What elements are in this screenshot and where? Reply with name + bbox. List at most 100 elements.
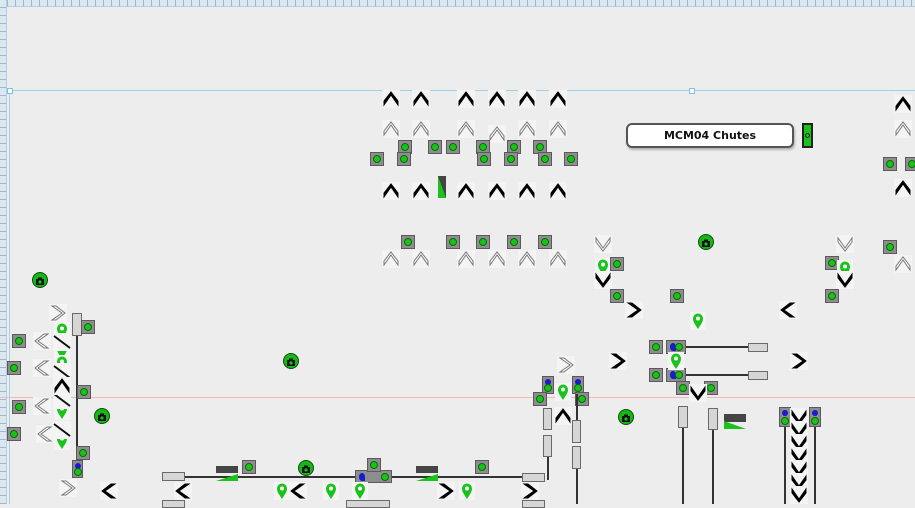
selection-handle[interactable] (689, 88, 695, 94)
chevron-up-icon[interactable] (894, 95, 912, 113)
chevron-up-icon[interactable] (518, 90, 536, 108)
status-light-icon[interactable] (476, 140, 490, 154)
conveyor-end[interactable] (572, 420, 581, 443)
chevron-left-icon[interactable] (289, 482, 307, 500)
location-pin-icon[interactable] (555, 383, 571, 401)
chevron-right-icon[interactable] (625, 301, 643, 319)
status-light-icon[interactable] (504, 152, 518, 166)
diverter-icon[interactable] (53, 363, 71, 381)
status-light-icon[interactable] (475, 460, 489, 474)
conveyor-end[interactable] (346, 500, 390, 508)
status-light-icon[interactable] (76, 446, 90, 460)
selection-handle[interactable] (7, 88, 13, 94)
status-light-icon[interactable] (564, 152, 578, 166)
conveyor-end[interactable] (162, 500, 185, 508)
mcm04-chutes-label[interactable]: MCM04 Chutes (626, 123, 794, 148)
chevron-right-icon[interactable] (49, 304, 67, 322)
chevron-right-icon[interactable] (437, 482, 455, 500)
chevron-up-icon[interactable] (382, 250, 400, 268)
camera-icon[interactable] (618, 409, 634, 425)
chevron-up-icon[interactable] (488, 250, 506, 268)
status-light-icon[interactable] (538, 152, 552, 166)
chevron-up-icon[interactable] (549, 120, 567, 138)
location-pin-icon[interactable] (459, 482, 475, 500)
chevron-right-icon[interactable] (521, 482, 539, 500)
status-light-icon[interactable] (477, 152, 491, 166)
chevron-right-icon[interactable] (557, 356, 575, 374)
chevron-up-icon[interactable] (518, 182, 536, 200)
status-light-icon[interactable] (7, 361, 21, 375)
status-light-icon[interactable] (649, 340, 663, 354)
status-light-icon[interactable] (507, 235, 521, 249)
location-pin-icon[interactable] (323, 482, 339, 500)
chevron-up-icon[interactable] (518, 120, 536, 138)
conveyor-end[interactable] (572, 446, 581, 469)
chevron-up-icon[interactable] (518, 250, 536, 268)
conveyor-end[interactable] (748, 343, 768, 352)
conveyor-end[interactable] (543, 435, 552, 457)
location-pin-icon[interactable] (668, 352, 684, 370)
status-light-icon[interactable] (12, 334, 26, 348)
chevron-up-icon[interactable] (412, 120, 430, 138)
chevron-left-icon[interactable] (33, 332, 51, 350)
chevron-up-icon[interactable] (549, 182, 567, 200)
chevron-left-icon[interactable] (100, 482, 118, 500)
guide-line-vertical[interactable] (9, 90, 10, 504)
status-light-icon[interactable] (12, 400, 26, 414)
conveyor-end[interactable] (162, 472, 185, 481)
status-light-icon[interactable] (610, 289, 624, 303)
motor-icon[interactable] (809, 407, 821, 427)
status-light-icon[interactable] (905, 157, 915, 171)
chevron-up-icon[interactable] (412, 90, 430, 108)
diverter-icon[interactable] (53, 421, 71, 439)
chevron-up-icon[interactable] (894, 179, 912, 197)
status-light-icon[interactable] (476, 235, 490, 249)
camera-icon[interactable] (283, 353, 299, 369)
chevron-down-icon[interactable] (689, 384, 707, 402)
status-light-icon[interactable] (446, 140, 460, 154)
status-light-icon[interactable] (397, 152, 411, 166)
chevron-up-icon[interactable] (894, 255, 912, 273)
status-light-icon[interactable] (367, 458, 381, 472)
location-pin-icon[interactable] (274, 482, 290, 500)
motor-icon[interactable] (542, 376, 554, 394)
location-pin-icon[interactable] (352, 482, 368, 500)
status-light-icon[interactable] (370, 152, 384, 166)
chevron-up-icon[interactable] (412, 250, 430, 268)
conveyor-end[interactable] (543, 408, 552, 430)
status-light-icon[interactable] (533, 392, 547, 406)
status-light-icon[interactable] (533, 140, 547, 154)
chevron-down-icon[interactable] (594, 235, 612, 253)
chevron-left-icon[interactable] (36, 425, 54, 443)
diverter-icon[interactable] (53, 391, 71, 409)
conveyor-end[interactable] (522, 473, 545, 482)
chevron-left-icon[interactable] (33, 359, 51, 377)
chevron-up-icon[interactable] (457, 120, 475, 138)
status-light-icon[interactable] (401, 235, 415, 249)
camera-icon[interactable] (94, 408, 110, 424)
motor-icon[interactable] (355, 470, 392, 483)
chevron-down-icon[interactable] (836, 271, 854, 289)
status-light-icon[interactable] (7, 427, 21, 441)
chevron-up-icon[interactable] (457, 90, 475, 108)
status-light-icon[interactable] (446, 235, 460, 249)
motor-icon[interactable] (72, 460, 83, 478)
status-light-icon[interactable] (649, 368, 663, 382)
status-indicator[interactable] (802, 123, 813, 148)
chevron-down-icon[interactable] (790, 486, 808, 504)
chevron-down-icon[interactable] (594, 271, 612, 289)
conveyor-end[interactable] (748, 371, 768, 380)
chevron-up-icon[interactable] (382, 90, 400, 108)
chevron-up-icon[interactable] (488, 90, 506, 108)
conveyor-end[interactable] (708, 408, 718, 430)
chevron-up-icon[interactable] (488, 182, 506, 200)
chevron-up-icon[interactable] (412, 182, 430, 200)
chevron-right-icon[interactable] (59, 479, 77, 497)
diverter-icon[interactable] (53, 333, 71, 351)
chevron-up-icon[interactable] (53, 377, 71, 395)
status-light-icon[interactable] (676, 381, 690, 395)
chevron-up-icon[interactable] (554, 407, 572, 425)
camera-icon[interactable] (32, 272, 48, 288)
status-light-icon[interactable] (77, 385, 91, 399)
chevron-down-icon[interactable] (836, 235, 854, 253)
